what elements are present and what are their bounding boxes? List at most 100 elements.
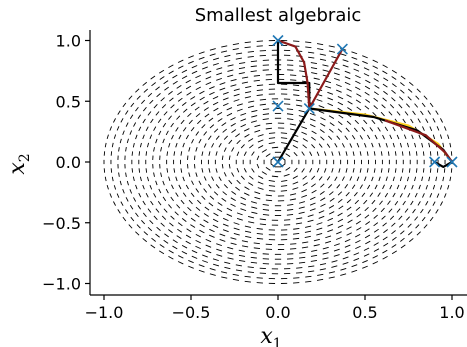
field-dash <box>147 226 153 232</box>
field-dash <box>302 175 307 180</box>
field-dash <box>109 193 113 198</box>
field-dash <box>382 236 388 241</box>
field-dash <box>389 104 395 109</box>
field-dash <box>226 112 233 117</box>
field-dash <box>203 107 209 111</box>
field-dash <box>151 237 156 242</box>
field-dash <box>208 202 214 207</box>
field-dash <box>286 214 294 216</box>
field-dash <box>351 135 356 140</box>
field-dash <box>125 172 127 177</box>
field-dash <box>164 233 169 238</box>
field-dash <box>130 216 135 222</box>
field-dash <box>286 209 294 211</box>
field-dash <box>363 247 370 251</box>
field-dash <box>363 73 370 77</box>
field-dash <box>359 168 362 173</box>
field-dash <box>195 113 201 118</box>
field-dash <box>191 180 194 185</box>
field-dash <box>257 175 264 179</box>
field-dash <box>209 273 216 276</box>
field-dash <box>373 228 379 233</box>
field-dash <box>408 168 411 173</box>
field-dash <box>320 203 326 207</box>
field-dash <box>198 264 205 268</box>
field-dash <box>228 164 231 169</box>
field-dash <box>174 108 179 113</box>
field-dash <box>168 229 173 234</box>
field-dash <box>305 41 312 44</box>
field-dash <box>221 276 228 279</box>
field-dash <box>244 96 251 99</box>
field-dash <box>194 106 200 111</box>
field-dash <box>147 92 153 98</box>
field-dash <box>317 48 324 51</box>
field-dash <box>203 213 209 217</box>
field-dash <box>298 211 305 214</box>
field-dash <box>442 176 445 182</box>
field-dash <box>257 139 264 143</box>
field-dash <box>302 182 308 186</box>
field-dash <box>256 237 264 240</box>
field-dash <box>126 138 129 144</box>
field-dash <box>362 60 368 64</box>
field-dash <box>212 218 219 223</box>
field-dash <box>355 206 361 211</box>
field-dash <box>138 168 141 173</box>
field-dash <box>384 126 389 132</box>
field-dash <box>227 246 234 250</box>
field-dash <box>299 256 306 259</box>
field-dash <box>387 200 391 205</box>
field-dash <box>245 235 252 238</box>
field-dash <box>295 222 303 225</box>
field-dash <box>251 115 258 118</box>
field-dash <box>379 200 383 205</box>
field-dash <box>417 201 421 206</box>
field-dash <box>235 264 242 267</box>
field-dash <box>318 215 325 219</box>
field-dash <box>414 216 419 221</box>
y-ticks: −1.0 −0.5 0.0 0.5 1.0 <box>42 32 90 294</box>
field-dash <box>352 151 355 156</box>
field-dash <box>205 238 212 243</box>
field-dash <box>369 192 374 197</box>
field-dash <box>298 261 306 264</box>
field-dash <box>162 196 167 202</box>
field-dash <box>281 180 288 182</box>
field-dash <box>157 118 162 124</box>
field-dash <box>371 142 374 148</box>
field-dash <box>251 201 258 204</box>
field-dash <box>247 271 255 273</box>
field-dash <box>337 212 343 217</box>
field-dash <box>232 43 240 46</box>
field-dash <box>391 230 396 235</box>
field-dash <box>435 209 439 214</box>
field-dash <box>417 118 421 123</box>
field-dash <box>169 97 174 102</box>
field-dash <box>435 176 438 182</box>
field-dash <box>177 97 183 102</box>
field-dash <box>329 191 334 196</box>
field-dash <box>365 221 371 226</box>
field-dash <box>423 224 428 229</box>
x-marker-stroke <box>303 102 315 115</box>
field-dash <box>122 102 127 108</box>
field-dash <box>259 223 267 226</box>
field-dash <box>251 206 258 209</box>
field-dash <box>142 238 148 243</box>
y-axis-label: x2 <box>5 153 33 174</box>
field-dash <box>331 168 334 173</box>
field-dash <box>198 138 202 144</box>
field-dash <box>359 151 362 156</box>
field-dash <box>318 105 325 109</box>
field-dash <box>195 245 201 250</box>
field-dash <box>344 244 351 248</box>
field-dash <box>316 232 323 236</box>
field-dash <box>236 103 243 107</box>
field-dash <box>383 229 388 234</box>
field-dash <box>177 222 183 227</box>
field-dash <box>371 176 374 182</box>
y-tick-label: 0.0 <box>56 153 81 172</box>
field-dash <box>265 194 273 197</box>
field-dash <box>208 168 211 173</box>
